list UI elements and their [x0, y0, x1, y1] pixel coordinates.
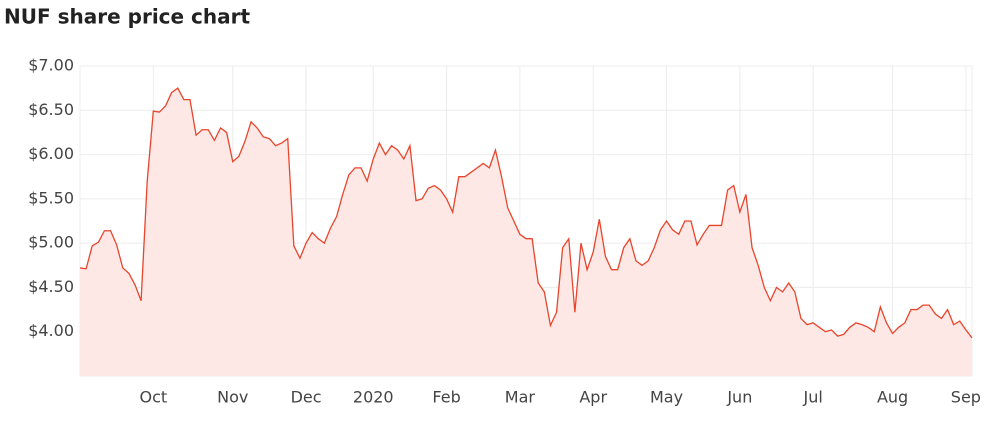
- x-tick-label: Sep: [951, 388, 981, 407]
- x-tick-label: Dec: [291, 388, 322, 407]
- y-tick-label: $5.50: [28, 188, 74, 207]
- y-tick-label: $4.00: [28, 321, 74, 340]
- y-tick-label: $4.50: [28, 277, 74, 296]
- x-tick-label: Jul: [802, 388, 822, 407]
- y-tick-label: $6.50: [28, 100, 74, 119]
- area: [80, 88, 972, 376]
- x-tick-label: Feb: [432, 388, 460, 407]
- x-tick-label: Nov: [217, 388, 248, 407]
- line: [79, 87, 973, 339]
- x-tick-label: Mar: [505, 388, 536, 407]
- x-tick-label: Jun: [726, 388, 752, 407]
- x-tick-label: 2020: [353, 388, 394, 407]
- x-tick-label: May: [650, 388, 683, 407]
- y-tick-label: $7.00: [28, 56, 74, 75]
- x-tick-label: Aug: [877, 388, 908, 407]
- chart-title: NUF share price chart: [4, 5, 251, 29]
- x-tick-label: Apr: [579, 388, 607, 407]
- y-tick-label: $6.00: [28, 144, 74, 163]
- x-tick-label: Oct: [139, 388, 167, 407]
- y-tick-label: $5.00: [28, 233, 74, 252]
